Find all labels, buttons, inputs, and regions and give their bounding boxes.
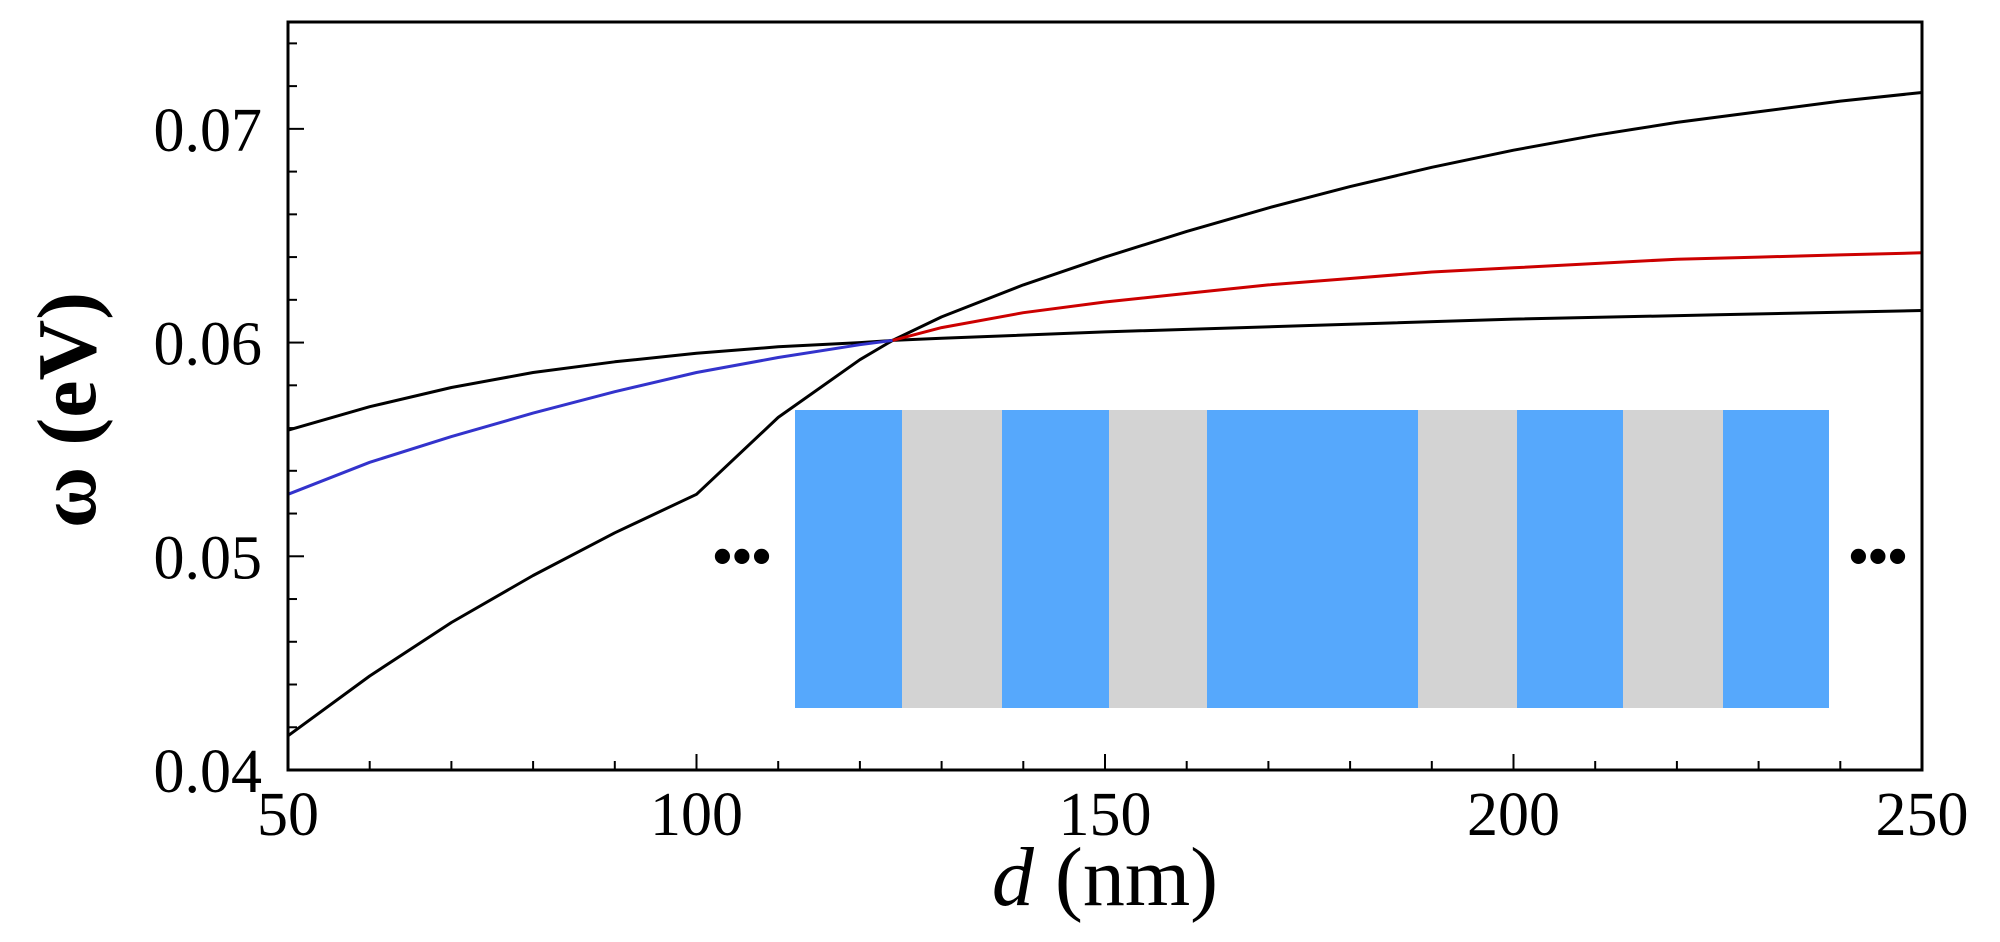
inset-stripe-gray: [902, 410, 1002, 708]
inset-stripe-blue-wide: [1207, 410, 1418, 708]
inset-diagram: ••• •••: [713, 410, 1908, 708]
inset-stripe-gray: [1623, 410, 1723, 708]
x-axis-label: d (nm): [992, 831, 1218, 924]
inset-ellipsis-left: •••: [713, 526, 772, 588]
inset-ellipsis-right: •••: [1849, 526, 1908, 588]
inset-stripe-blue: [1517, 410, 1623, 708]
inset-stripe-blue: [1002, 410, 1109, 708]
x-tick-label: 250: [1876, 781, 1969, 849]
inset-stripe-blue: [1723, 410, 1829, 708]
inset-stripe-blue: [795, 410, 902, 708]
y-tick-label: 0.07: [154, 97, 263, 165]
x-axis-label-unit: (nm): [1034, 831, 1218, 924]
y-tick-label: 0.05: [154, 524, 263, 592]
x-tick-label: 200: [1467, 781, 1560, 849]
y-tick-label: 0.04: [154, 738, 263, 806]
inset-stripe-gray: [1109, 410, 1207, 708]
x-tick-label: 100: [650, 781, 743, 849]
y-tick-label: 0.06: [154, 311, 263, 379]
chart: ••• ••• 50 100 150 200 2500.040.050.060.07 ω …: [0, 0, 2000, 942]
x-axis-label-symbol: d: [992, 831, 1035, 924]
inset-stripe-gray: [1418, 410, 1517, 708]
x-tick-label: 50: [257, 781, 319, 849]
y-axis-label: ω (eV): [21, 292, 114, 528]
